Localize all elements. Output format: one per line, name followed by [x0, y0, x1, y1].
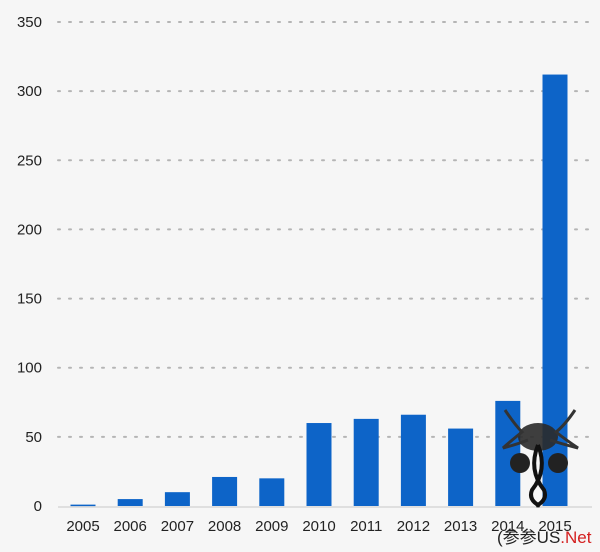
y-tick-label: 100	[17, 360, 42, 377]
bar-2007	[164, 492, 190, 506]
x-tick-label: 2009	[255, 518, 288, 535]
x-tick-label: 2015	[538, 518, 571, 535]
x-axis-ticks: 2005 2006 2007 2008 2009 2010 2011 2012 2013 2014…	[66, 518, 571, 535]
bar-2006	[117, 499, 143, 506]
bar-2014	[495, 400, 521, 506]
bar-2012	[400, 414, 426, 506]
y-axis-ticks: 0 50 100 150 200 250 300 350	[17, 14, 42, 515]
bar-2008	[212, 476, 238, 506]
y-tick-label: 0	[34, 498, 42, 515]
y-tick-label: 50	[25, 429, 42, 446]
bar-2011	[353, 418, 379, 506]
y-tick-label: 350	[17, 14, 42, 31]
x-tick-label: 2006	[114, 518, 147, 535]
x-tick-label: 2012	[397, 518, 430, 535]
x-tick-label: 2014	[491, 518, 524, 535]
grid-lines	[57, 21, 593, 508]
x-tick-label: 2013	[444, 518, 477, 535]
y-tick-label: 150	[17, 291, 42, 308]
x-tick-label: 2011	[350, 518, 382, 535]
x-tick-label: 2010	[302, 518, 335, 535]
bar-2005	[70, 504, 96, 507]
y-tick-label: 200	[17, 221, 42, 238]
y-tick-label: 250	[17, 152, 42, 169]
dragon-logo-watermark: (参参US.Net	[497, 409, 592, 547]
x-tick-label: 2008	[208, 518, 241, 535]
x-tick-label: 2007	[161, 518, 194, 535]
watermark-text: (参参US.Net	[497, 528, 592, 547]
bar-2009	[259, 478, 285, 506]
bars	[70, 74, 568, 507]
bar-2013	[448, 428, 474, 506]
x-tick-label: 2005	[66, 518, 99, 535]
y-tick-label: 300	[17, 83, 42, 100]
bar-2010	[306, 423, 332, 506]
